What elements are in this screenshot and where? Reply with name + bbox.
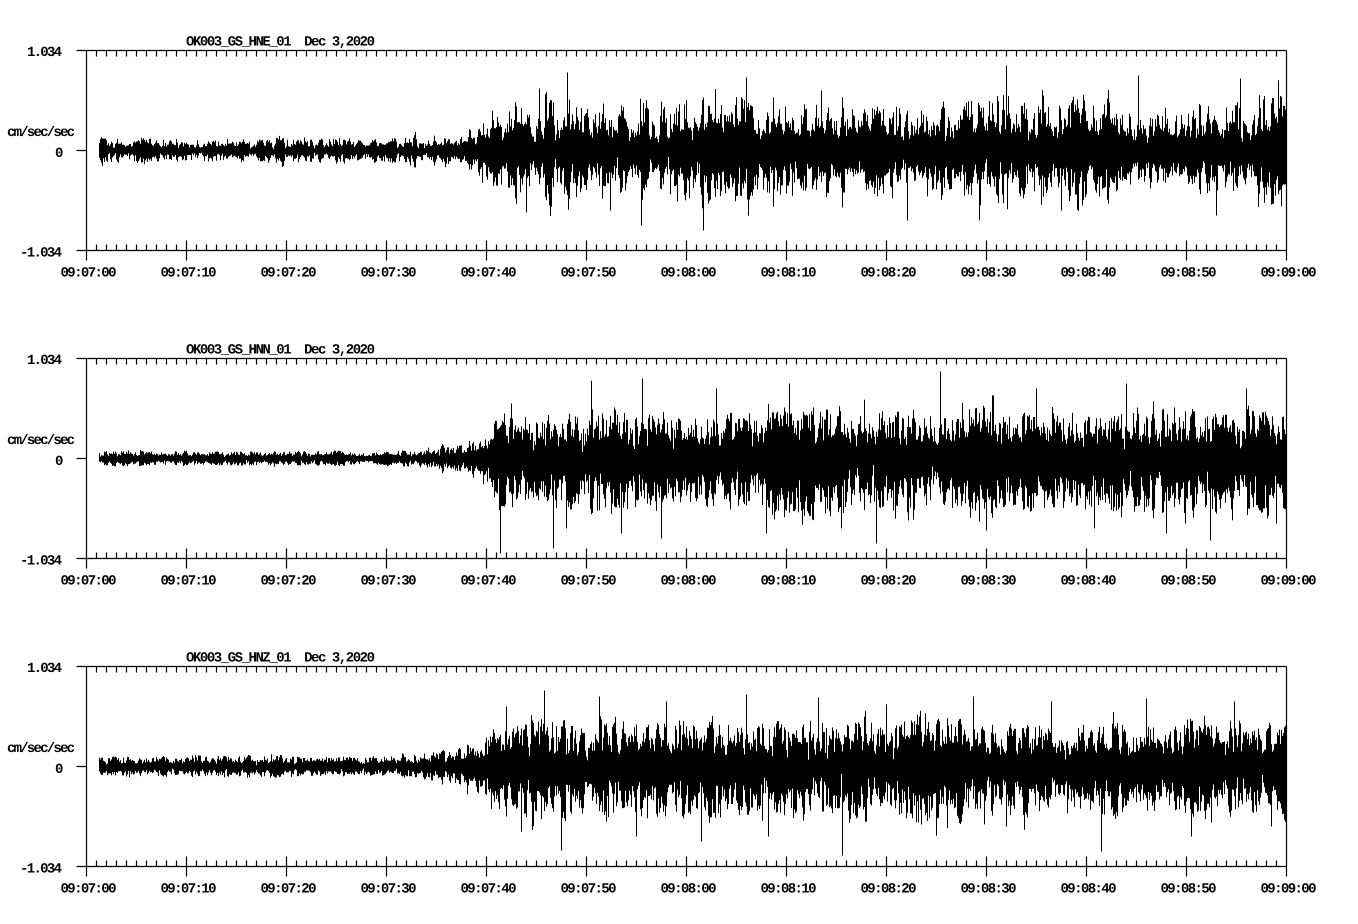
svg-text:09:08:30: 09:08:30 (961, 573, 1017, 589)
svg-text:09:08:50: 09:08:50 (1161, 573, 1217, 589)
svg-text:09:08:50: 09:08:50 (1161, 881, 1217, 897)
svg-text:0: 0 (55, 762, 63, 778)
svg-text:09:07:20: 09:07:20 (261, 881, 317, 897)
svg-text:09:07:40: 09:07:40 (461, 573, 517, 589)
svg-text:09:08:00: 09:08:00 (661, 881, 717, 897)
svg-text:09:08:00: 09:08:00 (661, 573, 717, 589)
svg-text:09:09:00: 09:09:00 (1261, 265, 1317, 281)
svg-text:09:07:40: 09:07:40 (461, 881, 517, 897)
svg-text:09:07:00: 09:07:00 (61, 573, 117, 589)
svg-text:09:07:10: 09:07:10 (161, 881, 217, 897)
svg-text:09:07:50: 09:07:50 (561, 881, 617, 897)
svg-text:09:09:00: 09:09:00 (1261, 573, 1317, 589)
svg-text:OK003_GS_HNE_01 Dec 3,2020: OK003_GS_HNE_01 Dec 3,2020 (186, 34, 375, 50)
svg-text:0: 0 (55, 454, 63, 470)
svg-text:cm/sec/sec: cm/sec/sec (7, 741, 75, 757)
svg-text:09:09:00: 09:09:00 (1261, 881, 1317, 897)
svg-text:-1.034: -1.034 (20, 246, 62, 262)
svg-text:09:07:30: 09:07:30 (361, 573, 417, 589)
svg-text:09:08:10: 09:08:10 (761, 573, 817, 589)
svg-text:09:07:10: 09:07:10 (161, 265, 217, 281)
svg-text:09:08:10: 09:08:10 (761, 265, 817, 281)
svg-text:09:07:50: 09:07:50 (561, 265, 617, 281)
svg-text:09:08:10: 09:08:10 (761, 881, 817, 897)
svg-text:09:08:40: 09:08:40 (1061, 265, 1117, 281)
svg-text:1.034: 1.034 (27, 45, 62, 61)
svg-text:09:08:20: 09:08:20 (861, 265, 917, 281)
svg-text:09:07:20: 09:07:20 (261, 265, 317, 281)
svg-text:09:07:30: 09:07:30 (361, 265, 417, 281)
svg-text:09:08:50: 09:08:50 (1161, 265, 1217, 281)
svg-text:cm/sec/sec: cm/sec/sec (7, 433, 75, 449)
svg-text:09:07:30: 09:07:30 (361, 881, 417, 897)
svg-text:09:07:00: 09:07:00 (61, 265, 117, 281)
svg-text:09:07:10: 09:07:10 (161, 573, 217, 589)
svg-text:09:08:30: 09:08:30 (961, 881, 1017, 897)
svg-text:cm/sec/sec: cm/sec/sec (7, 125, 75, 141)
svg-text:09:08:30: 09:08:30 (961, 265, 1017, 281)
svg-text:1.034: 1.034 (27, 353, 62, 369)
svg-text:09:08:20: 09:08:20 (861, 881, 917, 897)
svg-text:-1.034: -1.034 (20, 862, 62, 878)
svg-text:09:08:40: 09:08:40 (1061, 881, 1117, 897)
svg-text:09:07:50: 09:07:50 (561, 573, 617, 589)
svg-text:-1.034: -1.034 (20, 554, 62, 570)
svg-text:09:07:00: 09:07:00 (61, 881, 117, 897)
svg-text:09:08:00: 09:08:00 (661, 265, 717, 281)
svg-text:09:08:40: 09:08:40 (1061, 573, 1117, 589)
svg-text:09:07:20: 09:07:20 (261, 573, 317, 589)
svg-text:09:07:40: 09:07:40 (461, 265, 517, 281)
svg-text:1.034: 1.034 (27, 661, 62, 677)
svg-text:09:08:20: 09:08:20 (861, 573, 917, 589)
svg-text:OK003_GS_HNN_01 Dec 3,2020: OK003_GS_HNN_01 Dec 3,2020 (186, 342, 375, 358)
svg-text:0: 0 (55, 146, 63, 162)
svg-text:OK003_GS_HNZ_01 Dec 3,2020: OK003_GS_HNZ_01 Dec 3,2020 (186, 650, 375, 666)
